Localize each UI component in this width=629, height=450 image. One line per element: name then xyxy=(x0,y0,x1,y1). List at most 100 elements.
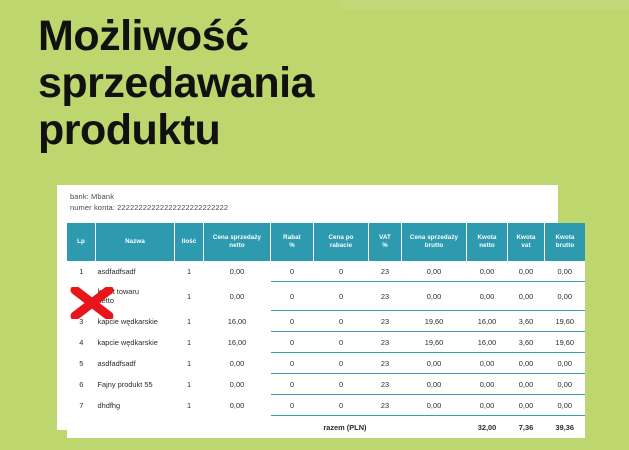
row-separator-line xyxy=(368,372,402,374)
row-separator-line xyxy=(401,393,467,395)
invoice-table-body: 1 asdfadfsadf 1 0,00 0 0 23 0,00 0,00 0,00 0,00 2 ko… xyxy=(67,261,585,416)
cell-nazwa: kapcie wędkarskie xyxy=(95,311,175,332)
cell-kwota-brutto: 19,60 xyxy=(544,311,585,332)
cell-lp: 5 xyxy=(67,353,96,374)
title-line-1: Możliwość xyxy=(38,12,249,60)
table-row[interactable]: 2 koszt towaru netto 1 0,00 0 0 23 0,00 0,00 0,00 0… xyxy=(67,282,585,311)
cell-cena-po-rabacie: 0 xyxy=(313,374,369,395)
row-separator-line xyxy=(507,393,545,395)
row-separator-line xyxy=(466,309,508,311)
col-header-cena-brutto-l1: Cena sprzedaży xyxy=(409,234,459,241)
cell-kwota-netto: 0,00 xyxy=(466,261,508,282)
table-row[interactable]: 4 kapcie wędkarskie 1 16,00 0 0 23 19,60 16,00 3,… xyxy=(67,332,585,353)
totals-label: razem (PLN) xyxy=(67,416,369,438)
cell-lp: 7 xyxy=(67,395,96,416)
row-separator-line xyxy=(270,280,314,282)
totals-kwota-brutto: 39,36 xyxy=(544,416,585,438)
table-row[interactable]: 6 Fajny produkt 55 1 0,00 0 0 23 0,00 0,00 0,00 0,… xyxy=(67,374,585,395)
bank-details: bank: Mbank numer konta: 222222222222222… xyxy=(70,191,228,213)
cell-vat: 23 xyxy=(368,311,402,332)
cell-vat: 23 xyxy=(368,395,402,416)
cell-rabat: 0 xyxy=(270,261,314,282)
cell-rabat: 0 xyxy=(270,374,314,395)
row-separator-line xyxy=(507,372,545,374)
row-separator-line xyxy=(507,351,545,353)
cell-kwota-brutto: 0,00 xyxy=(544,261,585,282)
col-header-rabat-l1: Rabat xyxy=(283,234,301,241)
cell-cena-brutto: 0,00 xyxy=(401,395,467,416)
row-separator-line xyxy=(401,280,467,282)
col-header-vat-l1: VAT xyxy=(379,234,391,241)
cell-vat: 23 xyxy=(368,261,402,282)
row-separator-line xyxy=(466,280,508,282)
cell-kwota-brutto: 0,00 xyxy=(544,353,585,374)
cell-vat: 23 xyxy=(368,374,402,395)
col-header-kwota-netto: Kwota netto xyxy=(466,223,508,261)
table-row[interactable]: 1 asdfadfsadf 1 0,00 0 0 23 0,00 0,00 0,00 0,00 xyxy=(67,261,585,282)
cell-kwota-vat: 3,60 xyxy=(507,332,545,353)
row-separator-line xyxy=(313,351,369,353)
row-separator-line xyxy=(313,280,369,282)
cell-kwota-netto: 16,00 xyxy=(466,311,508,332)
row-separator-line xyxy=(313,414,369,416)
invoice-table: Lp Nazwa Ilość Cena sprzedaży netto Raba… xyxy=(67,223,585,438)
cell-lp: 1 xyxy=(67,261,96,282)
col-header-lp: Lp xyxy=(67,223,96,261)
row-separator-line xyxy=(313,330,369,332)
cell-kwota-vat: 0,00 xyxy=(507,374,545,395)
col-header-cena-sprzedazy-brutto: Cena sprzedaży brutto xyxy=(401,223,467,261)
table-row[interactable]: 3 kapcie wędkarskie 1 16,00 0 0 23 19,60 16,00 3,… xyxy=(67,311,585,332)
col-header-kwota-vat: Kwota vat xyxy=(507,223,545,261)
col-header-cena-sprzedazy-netto: Cena sprzedaży netto xyxy=(203,223,271,261)
cell-nazwa: koszt towaru netto xyxy=(95,282,175,311)
cell-cena-brutto: 0,00 xyxy=(401,282,467,311)
cell-ilosc: 1 xyxy=(174,282,204,311)
table-row[interactable]: 5 asdfadfsadf 1 0,00 0 0 23 0,00 0,00 0,00 0,00 xyxy=(67,353,585,374)
table-row[interactable]: 7 dhdfhg 1 0,00 0 0 23 0,00 0,00 0,00 0,00 xyxy=(67,395,585,416)
cell-kwota-netto: 0,00 xyxy=(466,282,508,311)
row-separator-line xyxy=(368,330,402,332)
cell-kwota-brutto: 0,00 xyxy=(544,374,585,395)
cell-ilosc: 1 xyxy=(174,353,204,374)
cell-nazwa: asdfadfsadf xyxy=(95,261,175,282)
row-separator-line xyxy=(401,351,467,353)
row-separator-line xyxy=(270,351,314,353)
row-separator-line xyxy=(368,351,402,353)
page-title: Możliwość sprzedawania produktu xyxy=(38,13,458,154)
row-separator-line xyxy=(544,309,585,311)
totals-kwota-vat: 7,36 xyxy=(507,416,545,438)
cell-cena-po-rabacie: 0 xyxy=(313,261,369,282)
row-separator-line xyxy=(401,309,467,311)
col-header-rabat-l2: % xyxy=(289,242,295,249)
cell-kwota-vat: 3,60 xyxy=(507,311,545,332)
row-separator-line xyxy=(466,414,508,416)
cell-cena-brutto: 0,00 xyxy=(401,261,467,282)
row-separator-line xyxy=(544,393,585,395)
row-separator-line xyxy=(507,309,545,311)
cell-lp: 6 xyxy=(67,374,96,395)
row-separator-line xyxy=(544,351,585,353)
col-header-rabat: Rabat % xyxy=(270,223,314,261)
cell-ilosc: 1 xyxy=(174,261,204,282)
col-header-kwota-netto-l1: Kwota xyxy=(477,234,497,241)
cell-kwota-netto: 16,00 xyxy=(466,332,508,353)
col-header-cena-brutto-l2: brutto xyxy=(424,242,444,249)
title-line-2: sprzedawania xyxy=(38,59,315,107)
cell-ilosc: 1 xyxy=(174,395,204,416)
cell-lp: 4 xyxy=(67,332,96,353)
col-header-nazwa: Nazwa xyxy=(95,223,175,261)
row-separator-line xyxy=(270,330,314,332)
cell-vat: 23 xyxy=(368,353,402,374)
cell-rabat: 0 xyxy=(270,332,314,353)
cell-rabat: 0 xyxy=(270,353,314,374)
cell-cena-po-rabacie: 0 xyxy=(313,282,369,311)
cell-cena-po-rabacie: 0 xyxy=(313,353,369,374)
cell-cena-netto: 16,00 xyxy=(203,311,271,332)
row-separator-line xyxy=(544,330,585,332)
cell-nazwa-line2: netto xyxy=(97,295,114,305)
cell-rabat: 0 xyxy=(270,395,314,416)
cell-cena-brutto: 19,60 xyxy=(401,311,467,332)
cell-cena-netto: 16,00 xyxy=(203,332,271,353)
cell-kwota-vat: 0,00 xyxy=(507,282,545,311)
